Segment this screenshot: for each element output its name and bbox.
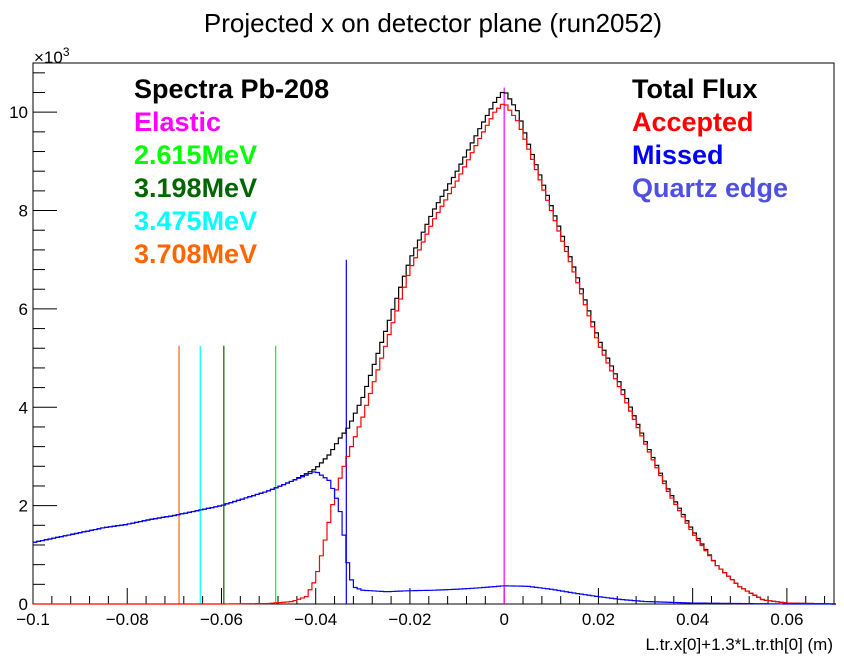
legend-left-entry-3475: 3.475MeV [134,206,257,236]
plot-frame [32,62,835,605]
y-tick-label: 6 [19,300,28,319]
legend-right-entry-quartz: Quartz edge [632,173,788,203]
x-tick-label: 0.04 [676,610,709,629]
legend-left-entry-3708: 3.708MeV [134,239,257,269]
x-tick-label: −0.06 [200,610,243,629]
x-tick-label: −0.02 [388,610,431,629]
legend-left-title: Spectra Pb-208 [134,74,329,104]
series-accepted [33,103,836,605]
legend-right-entry-total: Total Flux [632,74,758,104]
legend-left-entry-2615: 2.615MeV [134,140,257,170]
legend-right-entry-missed: Missed [632,140,724,170]
x-tick-label: −0.08 [106,610,149,629]
x-tick-label: 0 [499,610,508,629]
y-tick-label: 2 [19,497,28,516]
y-multiplier-label: ×103 [34,45,70,67]
x-axis-label: L.tr.x[0]+1.3*L.tr.th[0] (m) [645,635,833,654]
x-tick-label: −0.1 [16,610,50,629]
x-tick-label: 0.06 [770,610,803,629]
y-tick-label: 4 [19,398,28,417]
legend-right-entry-accepted: Accepted [632,107,754,137]
chart-title: Projected x on detector plane (run2052) [204,8,662,38]
legend-left: Spectra Pb-208 Elastic 2.615MeV 3.198MeV… [134,74,329,269]
x-tick-label: −0.04 [294,610,337,629]
legend-left-entry-3198: 3.198MeV [134,173,257,203]
legend-left-entry-elastic: Elastic [134,107,221,137]
y-tick-label: 0 [19,595,28,614]
x-tick-label: 0.02 [582,610,615,629]
y-tick-label: 8 [19,202,28,221]
series-missed [33,471,836,605]
y-tick-label: 10 [9,103,28,122]
legend-right: Total Flux Accepted Missed Quartz edge [632,74,788,203]
